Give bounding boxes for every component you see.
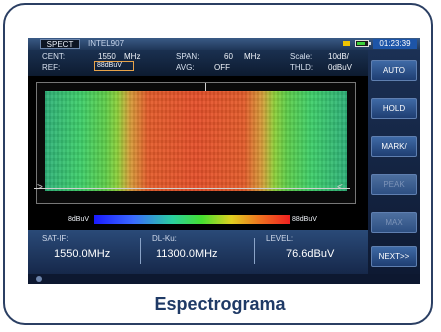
sat-if-label: SAT-IF: (42, 234, 69, 243)
auto-button[interactable]: AUTO (371, 60, 417, 81)
status-strip (28, 274, 420, 284)
slide-caption: Espectrograma (154, 294, 286, 314)
thld-value[interactable]: 0dBuV (328, 63, 353, 72)
level-value: 76.6dBuV (286, 248, 335, 260)
clock: 01:23:39 (373, 39, 417, 49)
battery-icon (355, 40, 371, 47)
max-button[interactable]: MAX (371, 212, 417, 233)
cent-label: CENT: (42, 52, 66, 61)
peak-button[interactable]: PEAK (371, 174, 417, 195)
thld-label: THLD: (290, 63, 314, 72)
info-divider (254, 238, 255, 264)
span-unit: MHz (244, 52, 261, 61)
colorscale-min-label: 8dBuV (68, 216, 90, 223)
device-name: INTEL907 (88, 39, 125, 48)
level-label: LEVEL: (266, 234, 294, 243)
mode-tab[interactable]: SPECT (40, 39, 80, 49)
color-scale-bar (94, 215, 290, 224)
sat-if-value: 1550.0MHz (54, 248, 111, 260)
time-baseline (34, 188, 350, 189)
measurement-info-bar: SAT-IF: 1550.0MHz DL-Ku: 11300.0MHz LEVE… (28, 230, 368, 274)
spectrogram-display (36, 82, 356, 204)
hold-button[interactable]: HOLD (371, 98, 417, 119)
span-value[interactable]: 60 (224, 52, 233, 61)
center-frequency-marker (205, 83, 206, 91)
parameter-panel: CENT: 1550 MHz SPAN: 60 MHz Scale: 10dB/… (28, 50, 368, 76)
colorscale-max-label: 88dBuV (292, 216, 317, 223)
info-divider (140, 238, 141, 264)
cent-unit: MHz (124, 52, 141, 61)
slide-card: SPECT INTEL907 01:23:39 CENT: 1550 MHz S… (3, 3, 433, 325)
next-button[interactable]: NEXT>> (371, 246, 417, 267)
dl-ku-value: 11300.0MHz (156, 248, 218, 260)
right-limit-icon: < (337, 182, 343, 193)
ref-label: REF: (42, 63, 61, 72)
scale-label: Scale: (290, 52, 313, 61)
left-limit-icon: > (37, 182, 43, 193)
avg-label: AVG: (176, 63, 195, 72)
ref-value-field[interactable]: 88dBuV (94, 61, 134, 71)
spectrogram-image (45, 91, 347, 191)
dl-ku-label: DL-Ku: (152, 234, 177, 243)
softkey-panel: AUTO HOLD MARK/ PEAK MAX NEXT>> (368, 50, 420, 274)
status-icon (36, 276, 42, 282)
top-bar: SPECT INTEL907 01:23:39 (28, 38, 420, 50)
scale-value[interactable]: 10dB/ (328, 52, 349, 61)
avg-value[interactable]: OFF (214, 63, 230, 72)
mark-button[interactable]: MARK/ (371, 136, 417, 157)
mail-icon (343, 41, 350, 46)
analyzer-screen: SPECT INTEL907 01:23:39 CENT: 1550 MHz S… (28, 38, 420, 284)
span-label: SPAN: (176, 52, 200, 61)
cent-value[interactable]: 1550 (98, 52, 116, 61)
